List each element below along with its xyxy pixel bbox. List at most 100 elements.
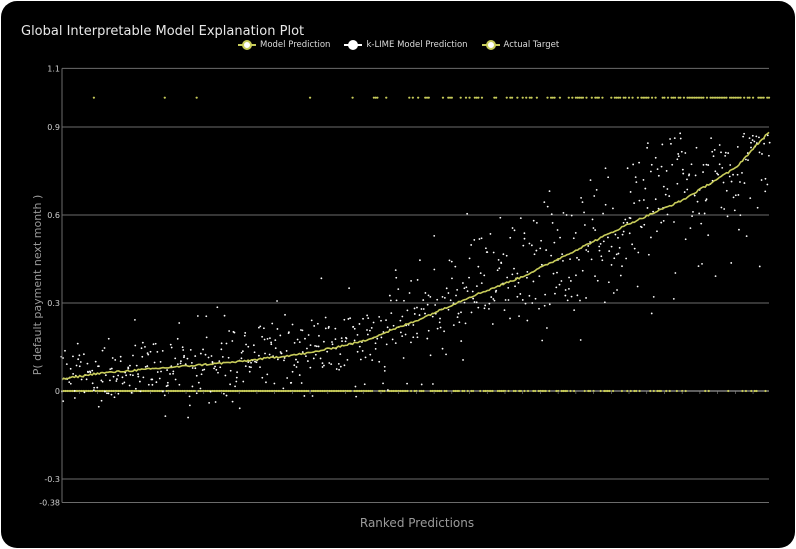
legend-item-klime-prediction[interactable]: k-LIME Model Prediction (344, 40, 468, 50)
klime-point (153, 361, 156, 364)
klime-point (77, 358, 80, 361)
klime-point (87, 370, 89, 373)
actual-target-point (578, 96, 581, 99)
klime-point (386, 326, 389, 329)
klime-point (639, 225, 642, 228)
actual-target-point (452, 389, 455, 393)
klime-point (110, 393, 113, 396)
klime-point (701, 263, 703, 265)
actual-target-point (564, 389, 567, 393)
klime-point (594, 229, 597, 231)
klime-point (608, 250, 611, 252)
klime-point (761, 153, 763, 155)
actual-target-point (526, 389, 530, 393)
actual-target-point (317, 389, 321, 393)
klime-point (766, 134, 769, 137)
klime-point (331, 343, 334, 346)
actual-target-point (431, 389, 434, 393)
actual-target-point (505, 96, 508, 99)
klime-point (509, 317, 511, 320)
klime-point (163, 394, 166, 397)
actual-target-point (213, 389, 216, 393)
actual-target-point (339, 389, 342, 393)
klime-point (463, 301, 466, 304)
actual-target-point (656, 389, 659, 393)
actual-target-point (160, 389, 163, 393)
klime-point (643, 223, 646, 226)
klime-point (570, 295, 573, 298)
klime-point (220, 348, 223, 351)
klime-point (65, 363, 68, 366)
actual-target-point (456, 389, 459, 393)
klime-point (553, 241, 556, 244)
actual-target-point (365, 389, 368, 393)
actual-target-point (133, 389, 136, 393)
klime-point (633, 247, 636, 250)
klime-point (711, 150, 714, 153)
actual-target-point (308, 96, 312, 99)
klime-point (475, 285, 478, 288)
klime-point (161, 390, 164, 393)
actual-target-point (697, 96, 700, 99)
actual-target-point (158, 389, 161, 393)
klime-point (363, 383, 366, 386)
klime-point (130, 391, 133, 394)
klime-point (483, 307, 486, 310)
klime-point (104, 374, 107, 377)
klime-point (716, 172, 718, 175)
legend-item-actual-target[interactable]: Actual Target (481, 40, 560, 50)
klime-point (348, 287, 351, 290)
actual-target-point (510, 96, 514, 99)
klime-point (327, 325, 330, 328)
actual-target-point (551, 96, 554, 99)
actual-target-point (239, 389, 243, 393)
klime-point (532, 219, 535, 222)
klime-point (535, 249, 538, 252)
actual-target-point (620, 389, 624, 393)
klime-point (404, 333, 407, 336)
klime-point (638, 161, 641, 164)
klime-point (666, 213, 669, 216)
klime-point (470, 244, 473, 246)
actual-target-point (135, 389, 138, 393)
actual-target-point (546, 96, 549, 99)
actual-target-point (277, 389, 280, 393)
klime-point (146, 365, 149, 367)
legend-label-actual-target: Actual Target (503, 40, 560, 50)
klime-point (497, 259, 500, 261)
klime-point (471, 290, 474, 293)
actual-target-point (229, 389, 232, 393)
actual-target-point (250, 389, 253, 393)
klime-point (698, 212, 701, 215)
legend-item-model-prediction[interactable]: Model Prediction (238, 40, 330, 50)
klime-point (562, 259, 564, 262)
klime-point (439, 326, 442, 329)
actual-target-point (704, 389, 707, 393)
klime-point (232, 330, 235, 333)
klime-point (361, 350, 364, 352)
actual-target-point (608, 389, 611, 393)
klime-point (689, 227, 692, 230)
actual-target-point (482, 389, 485, 393)
klime-point (293, 341, 296, 344)
klime-point (722, 181, 725, 184)
klime-point (293, 364, 296, 367)
klime-point (466, 212, 469, 215)
actual-target-point (470, 389, 473, 393)
klime-point (767, 154, 770, 157)
actual-target-point (363, 389, 367, 393)
actual-target-point (300, 389, 303, 393)
actual-target-point (422, 389, 425, 393)
actual-target-point (408, 96, 411, 99)
klime-point (306, 360, 309, 362)
actual-target-point (130, 389, 133, 393)
actual-target-point (493, 96, 496, 99)
actual-target-point (640, 96, 643, 99)
klime-point (285, 350, 288, 352)
klime-point (468, 276, 470, 279)
klime-point (447, 308, 450, 311)
klime-point (355, 395, 358, 398)
actual-target-point (241, 389, 244, 393)
klime-point (564, 294, 567, 297)
klime-point (585, 249, 588, 251)
